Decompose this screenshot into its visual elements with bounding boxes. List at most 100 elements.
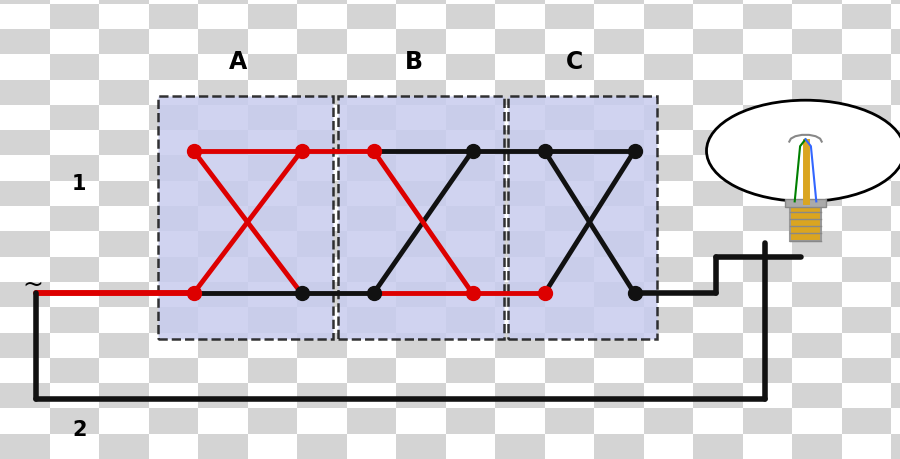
Bar: [594, 156, 644, 181]
Bar: [297, 409, 346, 434]
Bar: [50, 282, 99, 308]
Bar: [693, 80, 742, 106]
Bar: [50, 181, 99, 207]
Bar: [248, 282, 297, 308]
Bar: [891, 257, 900, 282]
Bar: [693, 0, 742, 5]
Bar: [693, 282, 742, 308]
Bar: [842, 30, 891, 55]
Bar: [198, 131, 248, 156]
Bar: [346, 308, 396, 333]
Bar: [544, 207, 594, 232]
Bar: [248, 207, 297, 232]
Bar: [792, 383, 842, 409]
Bar: [742, 0, 792, 5]
Bar: [99, 232, 148, 257]
Bar: [792, 333, 842, 358]
Bar: [544, 30, 594, 55]
Bar: [248, 55, 297, 80]
Bar: [99, 131, 148, 156]
Bar: [99, 333, 148, 358]
Bar: [544, 0, 594, 5]
Bar: [148, 55, 198, 80]
Bar: [891, 434, 900, 459]
Bar: [297, 156, 346, 181]
Bar: [792, 257, 842, 282]
Bar: [891, 232, 900, 257]
Bar: [446, 0, 495, 5]
Bar: [99, 0, 148, 5]
Bar: [148, 232, 198, 257]
Point: [294, 290, 309, 297]
Bar: [495, 333, 544, 358]
Bar: [50, 434, 99, 459]
Bar: [644, 308, 693, 333]
Bar: [50, 308, 99, 333]
Bar: [446, 333, 495, 358]
Bar: [50, 80, 99, 106]
Bar: [396, 0, 446, 5]
Bar: [148, 257, 198, 282]
Bar: [198, 282, 248, 308]
Bar: [198, 308, 248, 333]
Bar: [644, 55, 693, 80]
Bar: [594, 282, 644, 308]
Bar: [198, 333, 248, 358]
Bar: [644, 30, 693, 55]
Point: [465, 148, 480, 155]
Bar: [198, 409, 248, 434]
Bar: [495, 257, 544, 282]
Bar: [248, 156, 297, 181]
Bar: [248, 333, 297, 358]
Bar: [346, 55, 396, 80]
Bar: [99, 409, 148, 434]
Bar: [297, 257, 346, 282]
Bar: [198, 106, 248, 131]
Bar: [446, 282, 495, 308]
Bar: [644, 257, 693, 282]
Bar: [346, 80, 396, 106]
Bar: [693, 55, 742, 80]
Bar: [198, 55, 248, 80]
Bar: [346, 409, 396, 434]
Bar: [742, 30, 792, 55]
Bar: [99, 30, 148, 55]
Bar: [742, 232, 792, 257]
Text: ~: ~: [22, 273, 43, 297]
Bar: [346, 434, 396, 459]
Bar: [792, 232, 842, 257]
Bar: [99, 207, 148, 232]
Text: C: C: [565, 50, 583, 73]
Bar: [742, 358, 792, 383]
Bar: [0, 131, 50, 156]
Bar: [544, 5, 594, 30]
Bar: [346, 5, 396, 30]
Bar: [594, 5, 644, 30]
Bar: [495, 30, 544, 55]
Text: B: B: [405, 50, 423, 73]
Bar: [693, 257, 742, 282]
Bar: [842, 156, 891, 181]
Bar: [792, 207, 842, 232]
Bar: [198, 434, 248, 459]
Bar: [446, 106, 495, 131]
Bar: [0, 232, 50, 257]
Bar: [644, 131, 693, 156]
Bar: [346, 30, 396, 55]
Bar: [693, 131, 742, 156]
Bar: [297, 0, 346, 5]
Bar: [248, 106, 297, 131]
Bar: [396, 383, 446, 409]
Bar: [148, 434, 198, 459]
Bar: [693, 434, 742, 459]
Bar: [842, 232, 891, 257]
Bar: [495, 358, 544, 383]
Bar: [842, 0, 891, 5]
Bar: [148, 383, 198, 409]
Bar: [544, 358, 594, 383]
Bar: [644, 106, 693, 131]
Bar: [198, 156, 248, 181]
Bar: [842, 257, 891, 282]
Bar: [0, 55, 50, 80]
Bar: [742, 257, 792, 282]
